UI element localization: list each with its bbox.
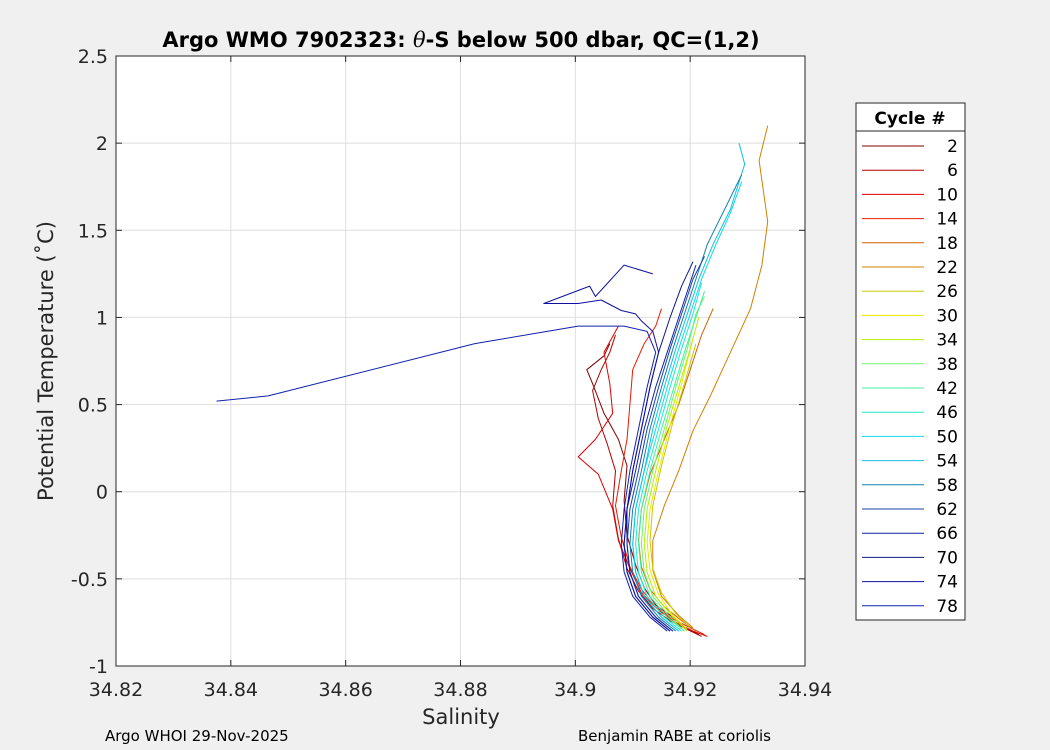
series-line-cycle-10 — [577, 325, 708, 637]
chart-title-prefix: Argo WMO 7902323: — [162, 28, 413, 52]
x-ticks: 34.82 34.84 34.86 34.88 34.9 34.92 34.94 — [89, 56, 832, 701]
y-tick-label: 1 — [96, 307, 108, 329]
series-line-cycle-74 — [543, 264, 671, 632]
y-tick-label: 0.5 — [78, 395, 108, 417]
legend-label: 30 — [936, 306, 958, 326]
legend-label: 58 — [936, 476, 958, 496]
legend-label: 50 — [936, 427, 958, 447]
footer-right: Benjamin RABE at coriolis — [578, 727, 771, 745]
legend-label: 46 — [936, 403, 958, 423]
series-line-cycle-78 — [216, 325, 668, 632]
y-ticks: -1 -0.5 0 0.5 1 1.5 2 2.5 — [71, 46, 805, 678]
y-tick-label: -1 — [89, 656, 108, 678]
legend-label: 22 — [936, 258, 958, 278]
legend-label: 10 — [936, 185, 958, 205]
series-line-cycle-14 — [615, 308, 705, 636]
legend-label: 42 — [936, 379, 958, 399]
x-tick-label: 34.92 — [663, 679, 717, 701]
footer-left: Argo WHOI 29-Nov-2025 — [105, 727, 289, 745]
grid — [116, 56, 805, 666]
series-line-cycle-34 — [643, 317, 700, 632]
legend-label: 62 — [936, 500, 958, 520]
legend-label: 54 — [936, 452, 958, 472]
legend-label: 14 — [936, 210, 958, 230]
legend-label: 6 — [947, 161, 958, 181]
legend-label: 34 — [936, 331, 958, 351]
series-line-cycle-58 — [629, 174, 743, 632]
legend-label: 38 — [936, 355, 958, 375]
legend-label: 70 — [936, 548, 958, 568]
y-tick-label: 0 — [96, 482, 108, 504]
legend-label: 26 — [936, 282, 958, 302]
legend-label: 66 — [936, 524, 958, 544]
series-line-cycle-38 — [640, 296, 705, 632]
y-axis-label: Potential Temperature (˚C) — [34, 221, 58, 501]
legend-title: Cycle # — [874, 109, 945, 129]
x-tick-label: 34.82 — [89, 679, 143, 701]
x-tick-label: 34.94 — [778, 679, 832, 701]
series-line-cycle-22 — [652, 125, 769, 629]
series-line-cycle-54 — [632, 142, 746, 632]
y-tick-label: 2.5 — [78, 46, 108, 68]
chart-title-symbol: θ — [413, 28, 426, 52]
legend-label: 78 — [936, 597, 958, 617]
y-tick-label: 1.5 — [78, 220, 108, 242]
series-line-cycle-30 — [646, 338, 694, 630]
plot-lines — [216, 125, 769, 637]
x-tick-label: 34.9 — [554, 679, 596, 701]
chart-title: Argo WMO 7902323: θ-S below 500 dbar, QC… — [162, 28, 759, 52]
series-line-cycle-26 — [649, 343, 697, 629]
series-line-cycle-42 — [638, 291, 705, 632]
legend-label: 74 — [936, 573, 958, 593]
x-axis-label: Salinity — [422, 705, 500, 729]
y-tick-label: -0.5 — [71, 569, 108, 591]
legend-box — [855, 102, 966, 621]
x-tick-label: 34.86 — [318, 679, 372, 701]
legend: Cycle # 26101418222630343842465054586266… — [855, 102, 966, 621]
x-tick-label: 34.88 — [433, 679, 487, 701]
chart-title-suffix: -S below 500 dbar, QC=(1,2) — [426, 28, 760, 52]
y-tick-label: 2 — [96, 133, 108, 155]
series-line-cycle-46 — [635, 282, 703, 632]
series-line-cycle-66 — [626, 264, 697, 632]
legend-label: 2 — [947, 137, 958, 157]
legend-label: 18 — [936, 234, 958, 254]
x-tick-label: 34.84 — [204, 679, 258, 701]
